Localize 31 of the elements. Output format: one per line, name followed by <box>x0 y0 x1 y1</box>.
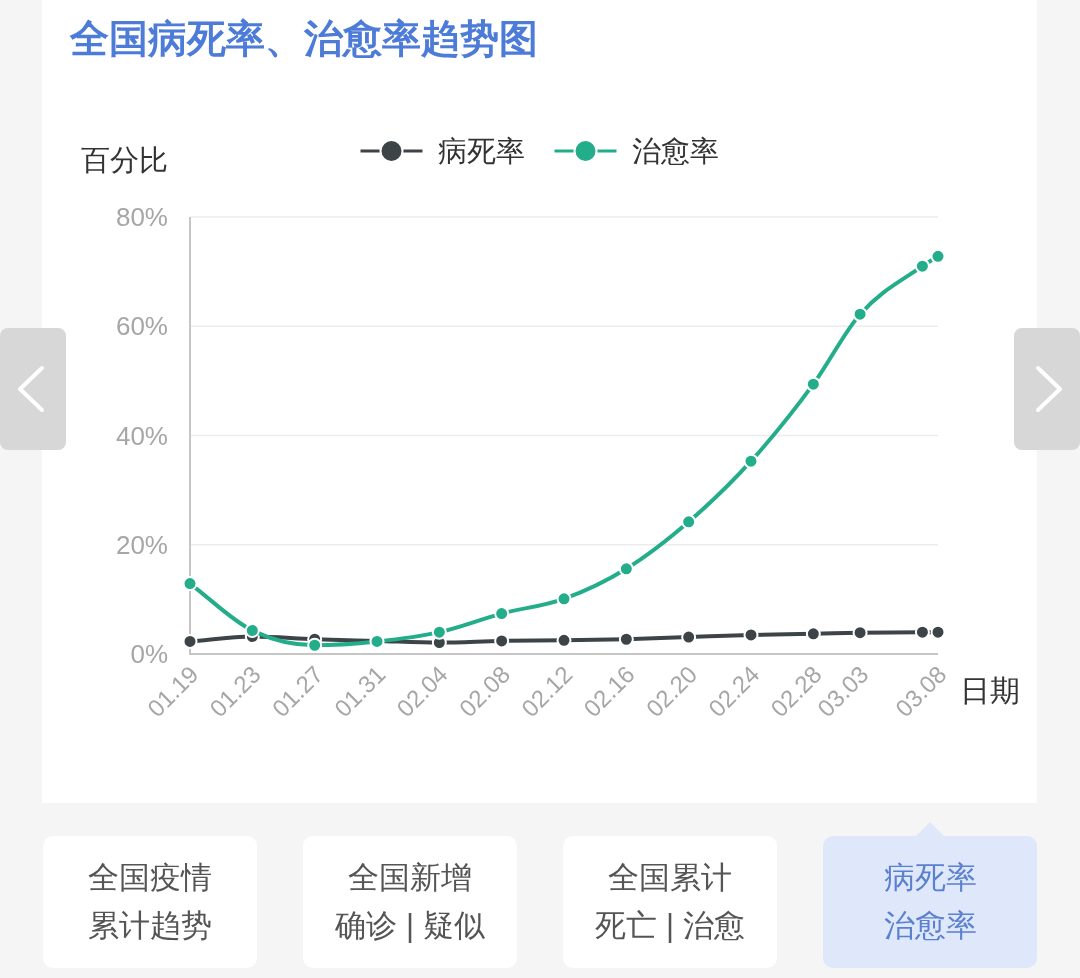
point <box>805 376 821 392</box>
point <box>556 591 572 607</box>
point <box>307 637 323 653</box>
tab[interactable]: 全国新增确诊 | 疑似 <box>303 836 517 968</box>
point <box>743 627 759 643</box>
point <box>494 633 510 649</box>
legend-label: 病死率 <box>437 135 525 167</box>
legend-label: 治愈率 <box>631 135 719 167</box>
point <box>681 629 697 645</box>
y-tick-label: 0% <box>130 639 168 669</box>
tab[interactable]: 全国累计死亡 | 治愈 <box>563 836 777 968</box>
previous-button[interactable] <box>0 328 66 450</box>
x-axis-title: 日期 <box>960 673 1020 707</box>
chart-title: 全国病死率、治愈率趋势图 <box>69 17 538 60</box>
y-axis-title: 百分比 <box>81 144 168 176</box>
y-tick-label: 60% <box>115 311 168 342</box>
point <box>805 626 821 642</box>
tab[interactable]: 全国疫情累计趋势 <box>43 836 257 968</box>
point <box>182 576 198 592</box>
y-tick-label: 20% <box>115 529 168 560</box>
point <box>618 631 634 647</box>
point <box>244 623 260 639</box>
point <box>681 514 697 530</box>
point <box>618 561 634 577</box>
point <box>182 633 198 649</box>
y-tick-label: 40% <box>115 420 168 451</box>
point <box>743 453 759 469</box>
next-button[interactable] <box>1014 328 1080 450</box>
y-tick-label: 80% <box>115 202 168 232</box>
point <box>431 624 447 640</box>
point <box>556 632 572 648</box>
